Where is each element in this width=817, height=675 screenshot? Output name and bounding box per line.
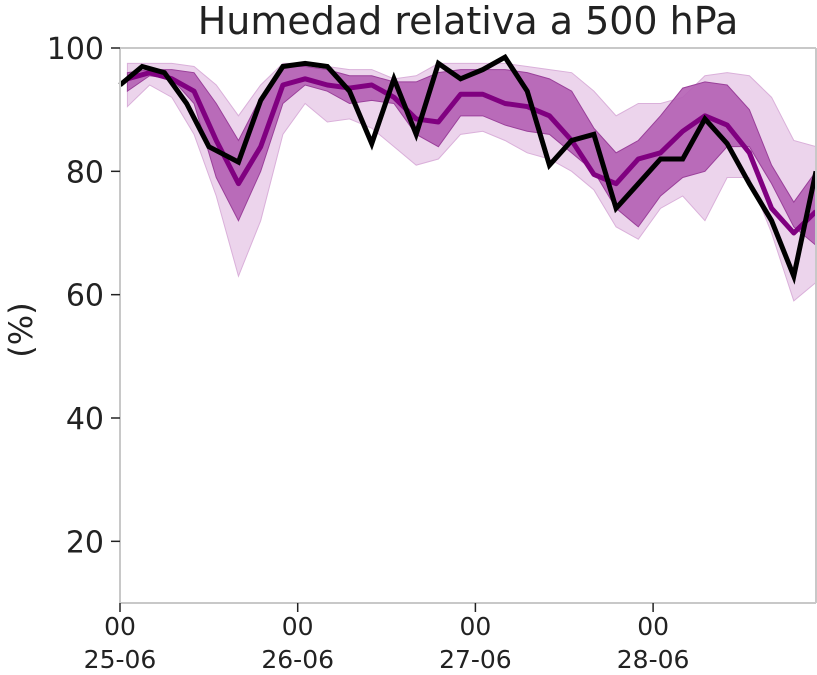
plot-area [118,53,817,302]
chart-title: Humedad relativa a 500 hPa [198,0,739,43]
band-group [126,62,817,302]
y-tick-label: 20 [66,525,104,560]
y-ticks: 20 40 60 80 100 [47,32,120,560]
y-tick-label: 80 [66,155,104,190]
x-tick-label-hour: 00 [282,612,314,641]
observed-line [118,53,817,285]
x-tick-label-date: 27-06 [439,645,512,674]
x-tick-label-hour: 00 [637,612,669,641]
y-tick-label: 40 [66,402,104,437]
x-tick-label-date: 25-06 [84,645,157,674]
y-axis-label: (%) [2,302,40,357]
x-tick-label-date: 26-06 [261,645,334,674]
line-group [118,53,817,285]
ensemble-mean-line [126,70,817,236]
x-tick-label-date: 28-06 [617,645,690,674]
y-tick-label: 60 [66,279,104,314]
y-tick-label: 100 [47,32,104,67]
axes [119,47,817,604]
x-tick-label-hour: 00 [459,612,491,641]
x-ticks: 00 25-06 00 26-06 00 27-06 00 28-06 [84,603,690,674]
x-tick-label-hour: 00 [104,612,136,641]
